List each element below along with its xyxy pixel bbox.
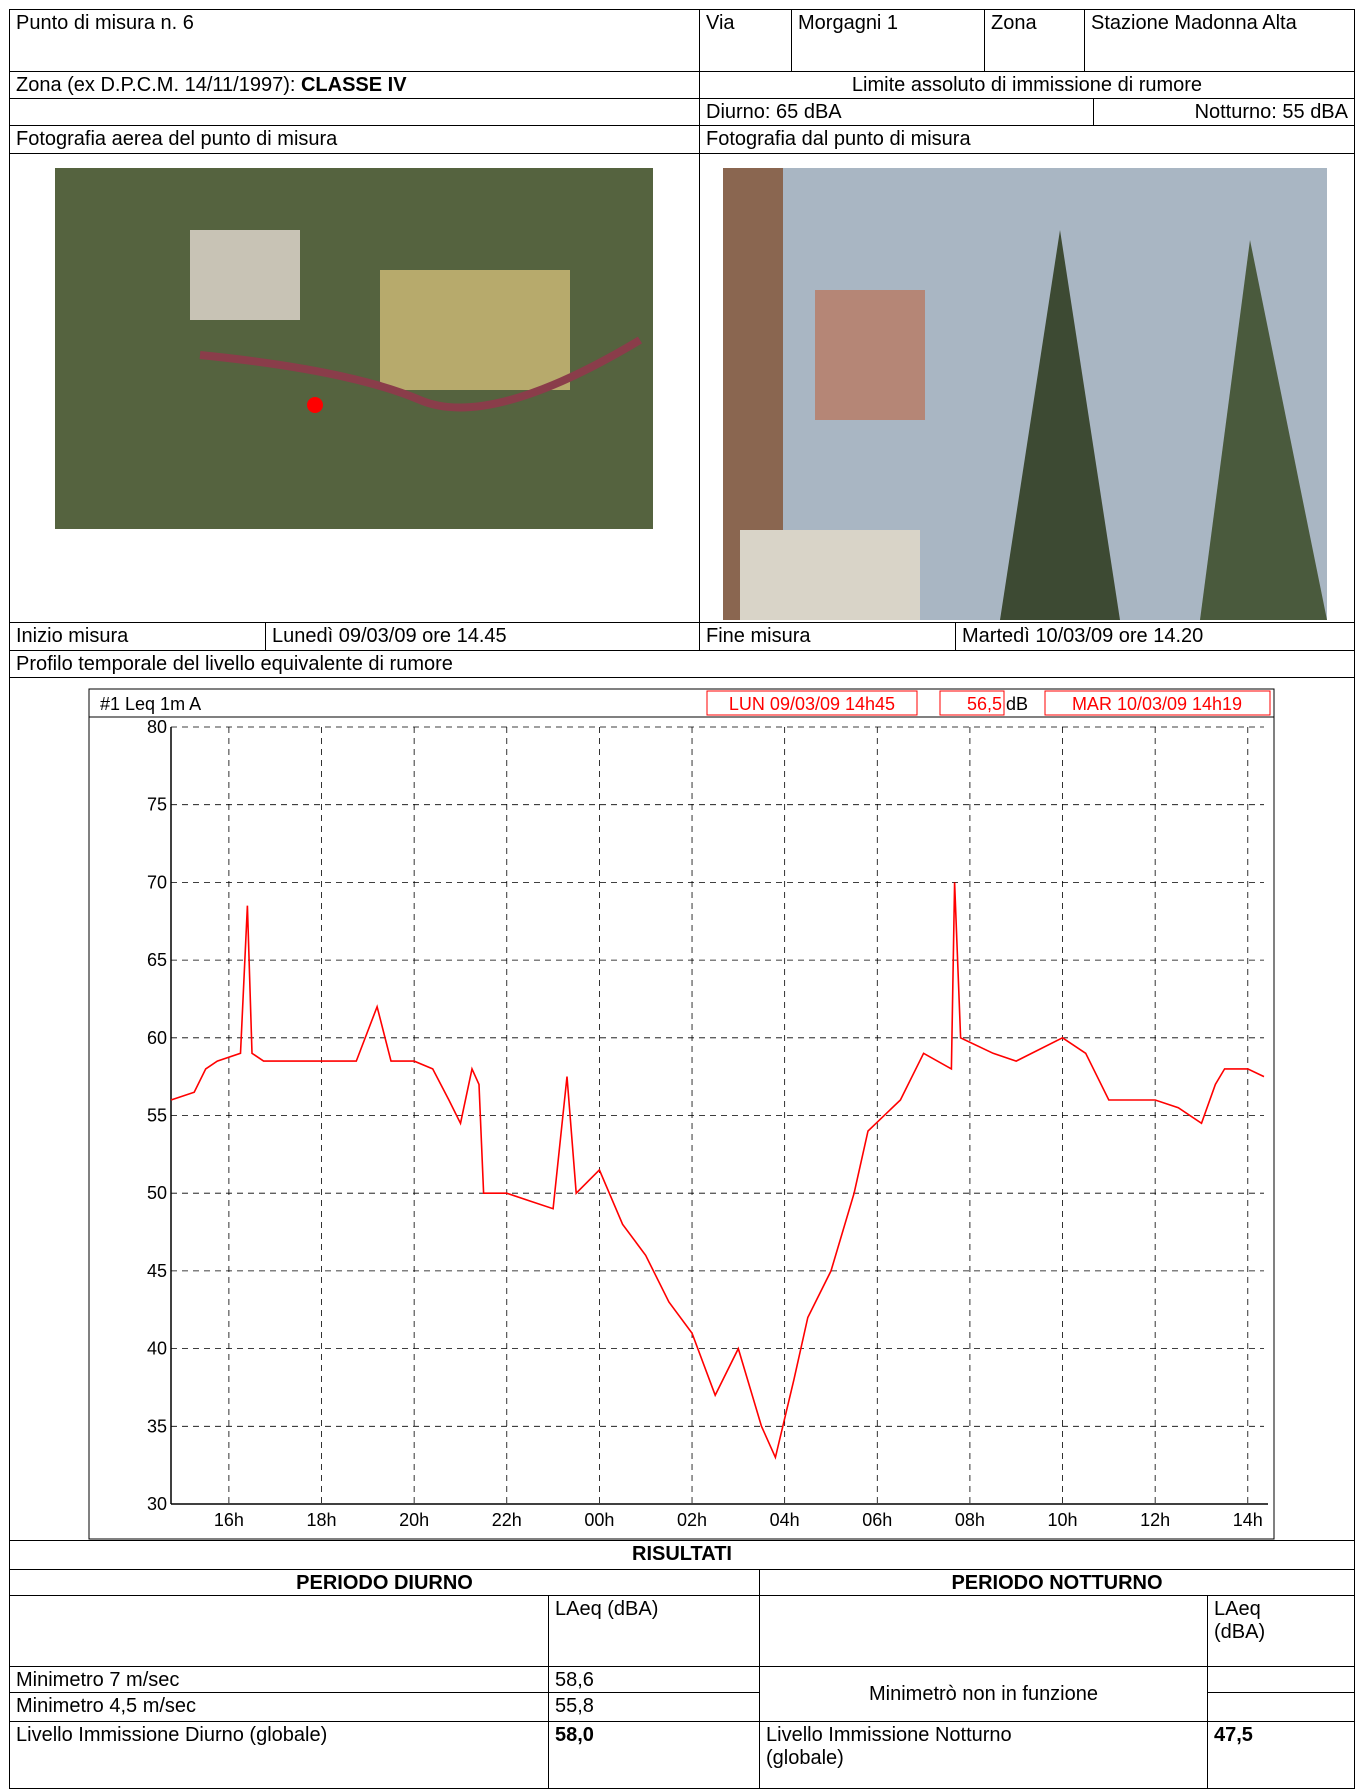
diurno-value: 58,0 xyxy=(555,1724,594,1746)
y-tick-label: 45 xyxy=(147,1261,167,1281)
zona-label: Zona xyxy=(991,12,1037,34)
x-tick-label: 06h xyxy=(862,1510,892,1530)
road xyxy=(199,336,643,412)
row-value: 55,8 xyxy=(555,1695,594,1717)
notturno: Notturno: 55 dBA xyxy=(1194,101,1348,123)
y-tick-label: 30 xyxy=(147,1494,167,1514)
cell: LAeq (dBA) xyxy=(1207,1595,1355,1667)
diurno: Diurno: 65 dBA xyxy=(706,101,842,123)
col-header: LAeq (dBA) xyxy=(1214,1598,1266,1643)
profilo: Profilo temporale del livello equivalent… xyxy=(16,653,453,675)
cell: Inizio misura xyxy=(9,622,266,651)
inizio-label: Inizio misura xyxy=(16,625,129,647)
cell: Minimetro 7 m/sec xyxy=(9,1666,549,1693)
y-tick-label: 80 xyxy=(147,717,167,737)
cell: Lunedì 09/03/09 ore 14.45 xyxy=(265,622,700,651)
cell: LAeq (dBA) xyxy=(548,1595,760,1667)
x-tick-label: 14h xyxy=(1233,1510,1263,1530)
minimetro-note: Minimetrò non in funzione xyxy=(868,1683,1098,1705)
notturno-title: PERIODO NOTTURNO xyxy=(951,1572,1163,1594)
end: MAR 10/03/09 14h19 xyxy=(1072,694,1242,714)
cell: Fine misura xyxy=(699,622,956,651)
x-tick-label: 22h xyxy=(492,1510,522,1530)
avg: 56,5 xyxy=(967,694,1002,714)
y-tick-label: 65 xyxy=(147,950,167,970)
tree xyxy=(1000,230,1120,620)
y-tick-label: 35 xyxy=(147,1416,167,1436)
cell: PERIODO NOTTURNO xyxy=(759,1569,1355,1596)
row-label: Minimetro 4,5 m/sec xyxy=(16,1695,197,1717)
photos xyxy=(55,168,1327,620)
start-box xyxy=(706,690,918,716)
results-title: RISULTATI xyxy=(632,1543,732,1565)
cell: Minimetro 4,5 m/sec xyxy=(9,1692,549,1722)
cell: Profilo temporale del livello equivalent… xyxy=(9,650,1355,678)
fine-label: Fine misura xyxy=(706,625,811,647)
y-tick-label: 70 xyxy=(147,872,167,892)
col-header: LAeq (dBA) xyxy=(555,1598,659,1620)
notturno-value: 47,5 xyxy=(1214,1724,1253,1746)
limite-title: Limite assoluto di immissione di rumore xyxy=(851,74,1203,96)
tree xyxy=(1200,240,1327,620)
y-tick-label: 40 xyxy=(147,1339,167,1359)
diurno-title: PERIODO DIURNO xyxy=(296,1572,473,1594)
building xyxy=(815,290,925,420)
cell xyxy=(759,1595,1208,1667)
x-tick-label: 18h xyxy=(306,1510,336,1530)
via: Morgagni 1 xyxy=(798,12,899,34)
cell: PERIODO DIURNO xyxy=(9,1569,760,1596)
y-tick-label: 55 xyxy=(147,1106,167,1126)
cell: Livello Immissione Diurno (globale) xyxy=(9,1721,549,1789)
cell: RISULTATI xyxy=(9,1540,1355,1570)
row-value: 58,6 xyxy=(555,1669,594,1691)
classe-label: Zona (ex D.P.C.M. 14/11/1997): xyxy=(16,74,296,96)
measure-point xyxy=(307,397,323,413)
chart-frame xyxy=(88,688,1275,1540)
cell: Minimetrò non in funzione xyxy=(759,1666,1208,1722)
notturno-label: Livello Immissione Notturno (globale) xyxy=(766,1724,1012,1769)
zona: Stazione Madonna Alta xyxy=(1091,12,1297,34)
x-tick-label: 16h xyxy=(214,1510,244,1530)
inizio: Lunedì 09/03/09 ore 14.45 xyxy=(272,625,507,647)
foto-punto: Fotografia dal punto di misura xyxy=(706,128,971,150)
row-label: Minimetro 7 m/sec xyxy=(16,1669,180,1691)
unit: dB xyxy=(1006,694,1028,714)
y-tick-label: 50 xyxy=(147,1183,167,1203)
foto-aerea: Fotografia aerea del punto di misura xyxy=(16,128,338,150)
table xyxy=(740,530,920,620)
chart: #1 Leq 1m A LUN 09/03/09 14h45 56,5 dB M… xyxy=(88,688,1275,1540)
cell: 55,8 xyxy=(548,1692,760,1722)
data-line xyxy=(170,882,1265,1460)
y-tick-label: 75 xyxy=(147,795,167,815)
classe: CLASSE IV xyxy=(300,74,407,96)
y-tick-label: 60 xyxy=(147,1028,167,1048)
x-tick-label: 08h xyxy=(955,1510,985,1530)
x-tick-label: 12h xyxy=(1140,1510,1170,1530)
cell xyxy=(1207,1666,1355,1693)
x-tick-label: 20h xyxy=(399,1510,429,1530)
diurno-label: Livello Immissione Diurno (globale) xyxy=(16,1724,328,1746)
cell: 47,5 xyxy=(1207,1721,1355,1789)
punto: Punto di misura n. 6 xyxy=(16,12,194,34)
cell xyxy=(1207,1692,1355,1722)
cell: 58,6 xyxy=(548,1666,760,1693)
x-tick-label: 10h xyxy=(1048,1510,1078,1530)
x-tick-label: 00h xyxy=(584,1510,614,1530)
field xyxy=(380,270,570,390)
cell: 58,0 xyxy=(548,1721,760,1789)
x-tick-label: 02h xyxy=(677,1510,707,1530)
building xyxy=(190,230,300,320)
x-tick-label: 04h xyxy=(770,1510,800,1530)
end-box xyxy=(1044,690,1271,716)
via-label: Via xyxy=(706,12,735,34)
start: LUN 09/03/09 14h45 xyxy=(729,694,895,714)
avg-box xyxy=(939,690,1005,716)
cell: Martedì 10/03/09 ore 14.20 xyxy=(955,622,1355,651)
cell xyxy=(9,1595,549,1667)
cell: Livello Immissione Notturno (globale) xyxy=(759,1721,1208,1789)
fine: Martedì 10/03/09 ore 14.20 xyxy=(962,625,1204,647)
header-left: #1 Leq 1m A xyxy=(100,694,201,714)
